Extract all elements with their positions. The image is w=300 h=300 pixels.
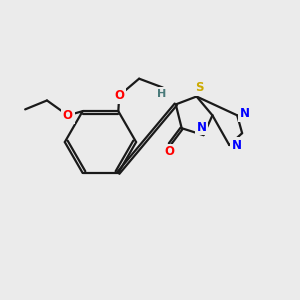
Text: S: S bbox=[195, 81, 204, 94]
Text: N: N bbox=[232, 139, 242, 152]
Text: O: O bbox=[63, 109, 73, 122]
Text: N: N bbox=[240, 107, 250, 120]
Text: O: O bbox=[165, 146, 175, 158]
Text: N: N bbox=[196, 121, 206, 134]
Text: O: O bbox=[114, 89, 124, 102]
Text: H: H bbox=[157, 88, 167, 98]
